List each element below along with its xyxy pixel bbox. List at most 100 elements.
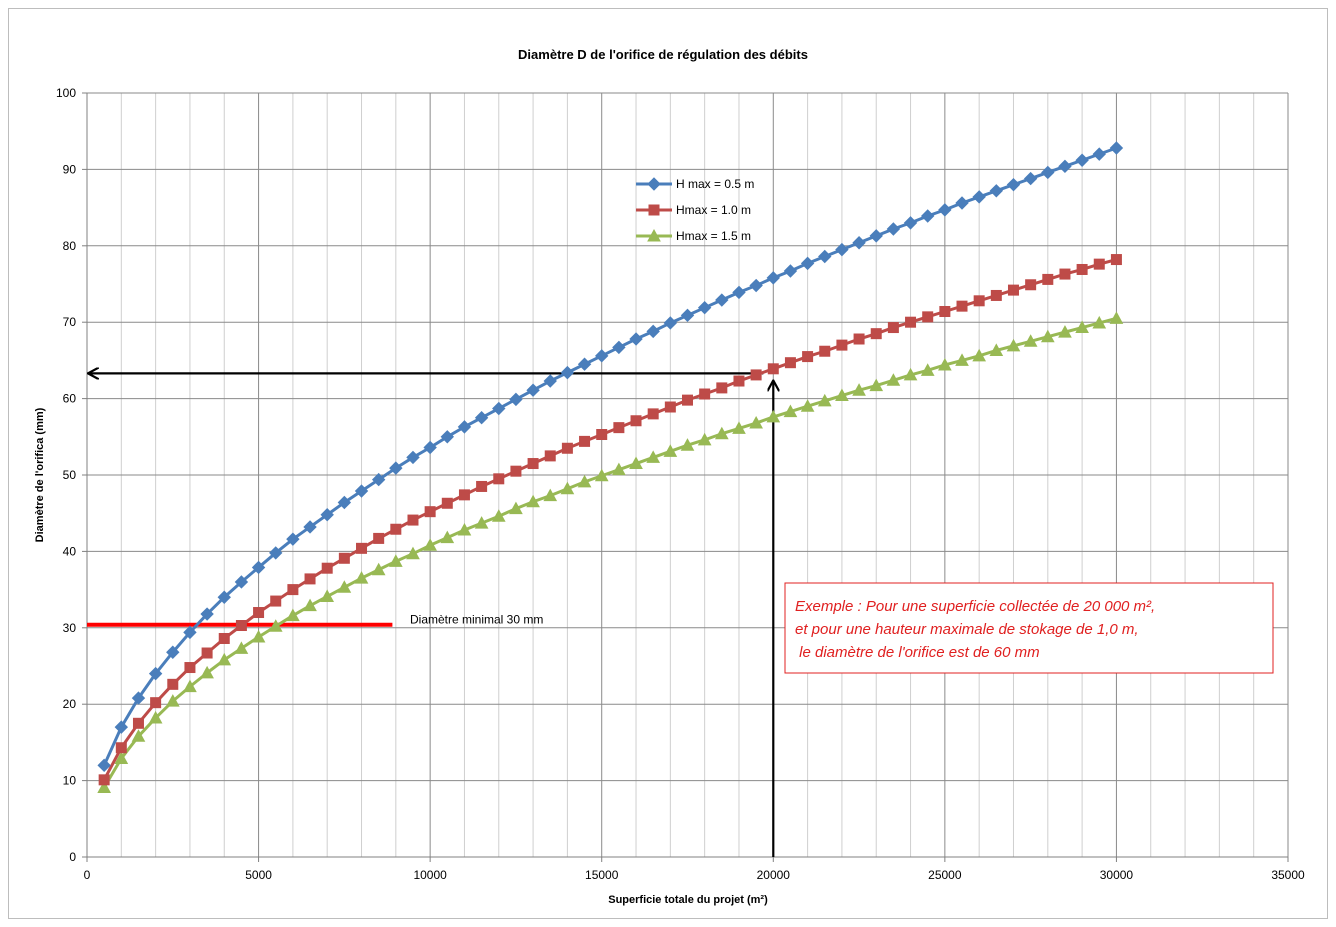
data-point [1059,268,1071,280]
data-point [457,420,472,434]
data-point [956,300,968,312]
data-point [114,720,129,734]
data-point [714,426,729,440]
data-point [270,595,282,607]
data-point [492,401,506,416]
text-layer: 0 10 20 30 40 50 60 70 80 90 100 0 5000 10000 15000 200… [34,47,1305,906]
data-point [253,607,265,619]
data-point [1092,147,1106,161]
data-point [682,394,693,406]
example-callout: Exemple : Pour une superficie collectée … [784,582,1274,674]
data-point [509,501,523,515]
data-point [131,691,146,705]
data-point [201,647,213,659]
series-line [102,316,1117,789]
data-point [749,416,763,429]
axes [82,92,1289,862]
legend-entry: Hmax = 1.5 m [636,228,751,243]
data-point [800,399,815,412]
y-tick-label: 0 [69,850,76,864]
data-point [1109,141,1124,155]
y-tick-label: 60 [63,392,77,406]
data-point [406,450,420,465]
data-point [320,589,335,602]
data-point [423,440,437,455]
data-point [595,349,609,363]
data-point [234,575,249,589]
data-point [887,322,899,334]
data-point [1041,165,1055,180]
data-point [526,383,540,397]
data-point [132,717,144,729]
series-diamond [97,141,1124,773]
data-point [1006,338,1021,352]
x-tick-label: 25000 [928,868,962,882]
data-point [732,421,746,434]
data-point [251,560,266,575]
data-point [97,780,111,793]
data-point [972,348,987,362]
data-point [699,388,711,400]
data-point [303,520,317,534]
data-point [286,608,300,622]
data-point [697,300,712,315]
x-tick-label: 35000 [1271,868,1305,882]
data-point [732,285,746,300]
legend-entry: H max = 0.5 m [636,177,754,191]
data-point [989,343,1004,356]
data-point [251,629,266,643]
data-point [526,494,540,508]
data-point [922,311,934,323]
data-point [491,509,506,522]
y-tick-label: 70 [63,315,77,329]
data-point [150,697,162,709]
data-point [594,468,609,482]
data-point [389,461,403,475]
data-point [356,542,368,554]
data-point [338,552,350,564]
data-point [183,625,197,640]
legend-marker [647,228,661,242]
data-point [579,435,591,447]
data-point [697,432,712,446]
data-point [286,532,300,546]
data-point [766,271,780,285]
data-point [870,328,882,340]
data-point [371,472,386,487]
data-point [114,751,129,764]
data-point [577,357,592,371]
data-point [509,392,523,407]
data-point [354,484,369,498]
legend-label: Hmax = 1.5 m [676,229,751,243]
chart-frame [8,8,1328,919]
data-point [218,632,230,644]
data-point [544,450,556,462]
data-point [1110,254,1122,266]
data-point [423,538,437,551]
data-point [938,203,952,217]
data-point [98,774,110,786]
data-point [406,546,420,560]
data-point [217,652,232,666]
data-point [527,458,539,470]
data-point [493,473,505,485]
data-point [905,316,917,328]
data-point [1025,279,1037,291]
data-point [835,242,849,257]
data-point [646,324,660,339]
y-tick-label: 80 [63,239,77,253]
data-point [817,393,832,407]
y-tick-label: 90 [63,162,77,176]
y-tick-label: 50 [63,468,77,482]
data-point [337,495,352,510]
data-point [510,465,522,477]
legend-marker [648,204,660,216]
data-point [1023,171,1038,186]
data-point [853,333,865,345]
data-point [560,365,575,380]
data-point [458,489,470,501]
data-point [148,710,163,724]
data-point [920,363,935,376]
data-point [287,584,299,596]
